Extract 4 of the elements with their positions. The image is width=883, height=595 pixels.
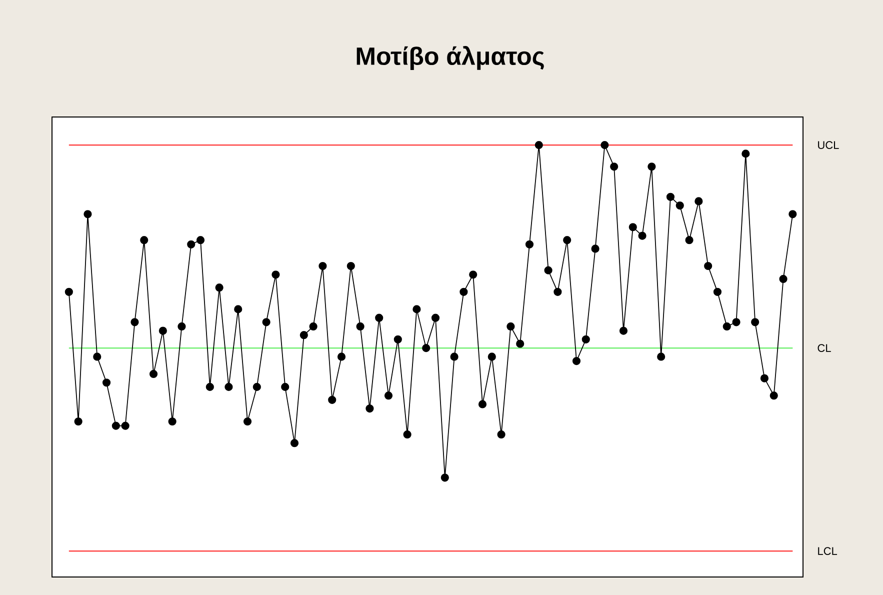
- ref-line-label: UCL: [818, 141, 839, 149]
- ref-line-label: LCL: [818, 547, 838, 555]
- chart-title: Μοτίβο άλματος: [356, 46, 544, 70]
- ref-line-label: CL: [818, 344, 831, 352]
